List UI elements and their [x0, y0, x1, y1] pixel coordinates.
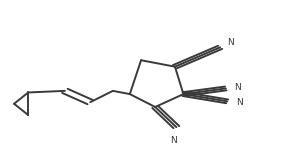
Text: N: N [227, 38, 234, 47]
Text: N: N [170, 136, 177, 145]
Text: N: N [234, 83, 241, 92]
Text: N: N [236, 98, 242, 107]
